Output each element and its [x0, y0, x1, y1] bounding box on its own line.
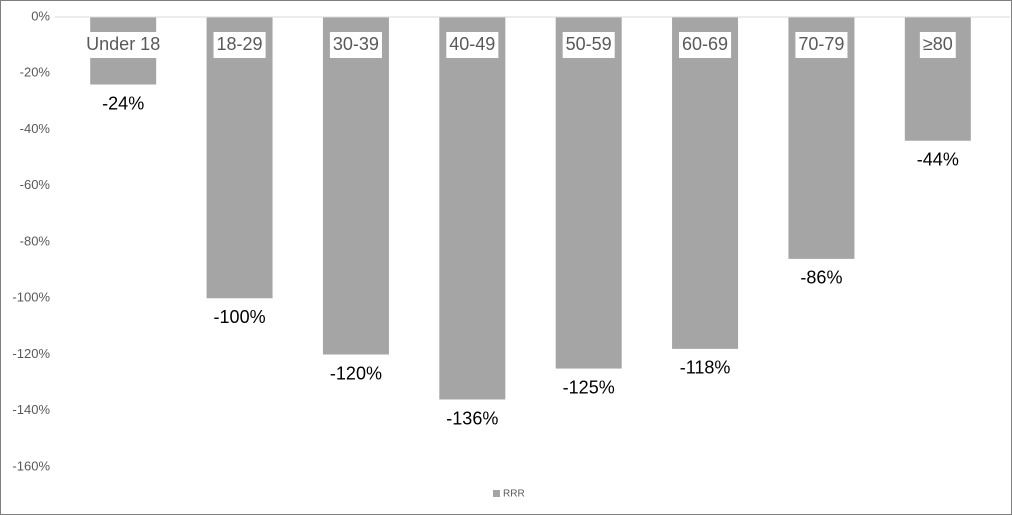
- x-tick-label: 50-59: [566, 34, 612, 54]
- x-tick-label: 60-69: [682, 34, 728, 54]
- data-label: -24%: [102, 93, 144, 113]
- y-tick-label: -20%: [20, 65, 51, 80]
- bar: [206, 17, 273, 299]
- y-tick-label: -160%: [12, 458, 50, 473]
- y-tick-label: -60%: [20, 177, 51, 192]
- data-label: -86%: [800, 268, 842, 288]
- category-label-bg: [679, 32, 732, 58]
- legend-swatch: [493, 490, 500, 497]
- bar: [322, 17, 389, 355]
- data-label: -125%: [563, 377, 615, 397]
- y-tick-label: -100%: [12, 290, 50, 305]
- x-tick-label: 40-49: [449, 34, 495, 54]
- category-label-bg: [446, 32, 499, 58]
- category-label-bg: [83, 32, 164, 58]
- category-label-bg: [213, 32, 266, 58]
- category-label-bg: [562, 32, 615, 58]
- bar: [672, 17, 739, 349]
- data-label: -120%: [330, 363, 382, 383]
- data-label: -136%: [446, 408, 498, 428]
- x-tick-label: 30-39: [333, 34, 379, 54]
- y-tick-label: -120%: [12, 346, 50, 361]
- bar: [439, 17, 506, 400]
- category-label-bg: [795, 32, 848, 58]
- x-tick-label: ≥80: [923, 34, 953, 54]
- category-label-bg: [919, 32, 956, 58]
- data-label: -44%: [917, 150, 959, 170]
- data-label: -118%: [680, 358, 731, 378]
- x-tick-label: 70-79: [798, 34, 844, 54]
- category-label-bg: [329, 32, 382, 58]
- y-tick-label: -80%: [20, 233, 51, 248]
- y-tick-label: -40%: [20, 121, 51, 136]
- data-label: -100%: [214, 307, 266, 327]
- legend-label: RRR: [503, 489, 525, 500]
- bar: [555, 17, 622, 369]
- x-tick-label: 18-29: [217, 34, 263, 54]
- x-tick-label: Under 18: [86, 34, 160, 54]
- y-tick-label: -140%: [12, 402, 50, 417]
- y-tick-label: 0%: [31, 8, 50, 23]
